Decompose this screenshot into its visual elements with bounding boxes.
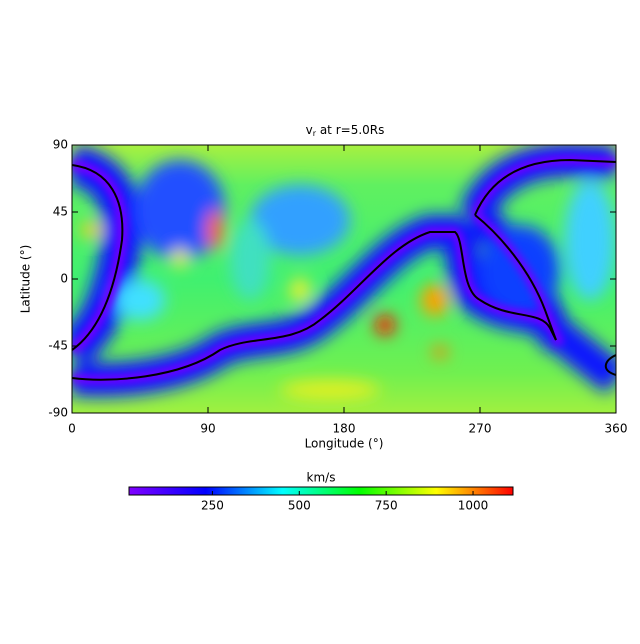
y-tick-label: 90 xyxy=(53,138,68,152)
title-sub: r xyxy=(313,129,317,138)
y-tick-label: -45 xyxy=(48,339,68,353)
x-tick-label: 90 xyxy=(200,422,215,436)
y-tick-label: -90 xyxy=(48,406,68,420)
colorbar-label: km/s xyxy=(307,471,336,485)
y-tick-label: 0 xyxy=(60,272,68,286)
chart-title: vr at r=5.0Rs xyxy=(306,123,385,138)
y-axis-label: Latitude (°) xyxy=(19,245,33,314)
title-main: v xyxy=(306,123,313,137)
x-tick-label: 0 xyxy=(68,422,76,436)
colorbar-tick-label: 750 xyxy=(375,499,398,513)
heatmap-field xyxy=(72,145,616,413)
x-axis-label: Longitude (°) xyxy=(305,437,384,451)
colorbar xyxy=(128,486,514,496)
x-tick-label: 180 xyxy=(333,422,356,436)
colorbar-tick-label: 250 xyxy=(201,499,224,513)
colorbar-tick-label: 500 xyxy=(288,499,311,513)
x-tick-label: 360 xyxy=(605,422,628,436)
colorbar-tick-label: 1000 xyxy=(458,499,489,513)
title-rest: at r=5.0Rs xyxy=(316,123,384,137)
x-tick-label: 270 xyxy=(469,422,492,436)
y-tick-label: 45 xyxy=(53,205,68,219)
